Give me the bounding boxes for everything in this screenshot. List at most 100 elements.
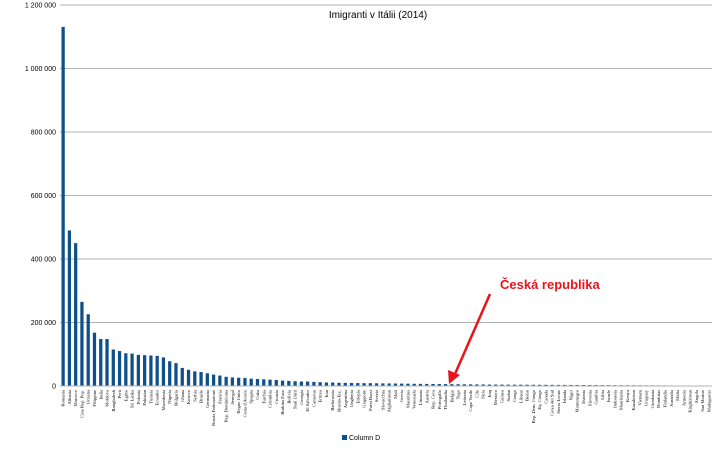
x-tick-label: Indonesia (612, 390, 617, 408)
x-tick-label: Malta (675, 390, 680, 401)
bar-stati-uniti (293, 381, 297, 386)
y-tick-label: 1 200 000 (25, 3, 56, 10)
x-tick-label: Congo (512, 389, 517, 402)
x-tick-label: Serbia (192, 390, 197, 402)
y-tick-label: 0 (52, 384, 56, 391)
bar-lituania (418, 383, 423, 386)
x-tick-label: Uruguay (644, 389, 649, 406)
x-tick-label: Cina Rep. Pop. (79, 390, 84, 418)
x-tick-label: Argentina (343, 390, 348, 408)
x-tick-label: Capo Verde (468, 390, 473, 411)
x-tick-label: Thailandia (443, 390, 448, 410)
x-tick-label: Turchia (261, 390, 266, 404)
x-tick-label: Finlandia (662, 390, 667, 407)
x-tick-label: Giordania (650, 390, 655, 408)
annotation-label: Česká republika (500, 277, 600, 292)
bar-polonia (136, 354, 140, 386)
x-tick-label: Marocco (73, 389, 78, 406)
x-tick-label: Honduras (656, 390, 661, 408)
x-tick-label: Ungheria (349, 390, 354, 407)
x-tick-label: Svezia (374, 390, 379, 402)
bar-kosovo (186, 369, 191, 386)
x-tick-label: Perù (117, 389, 122, 398)
x-tick-label: Vietnam (637, 390, 642, 406)
bar-costa-d-avorio (243, 378, 247, 386)
x-tick-label: Libano (518, 389, 523, 403)
bar-guinea (500, 384, 504, 386)
bar-senegal (230, 377, 235, 386)
y-tick-label: 200 000 (31, 320, 56, 327)
y-tick-label: 400 000 (31, 257, 56, 264)
bar-colombia (268, 379, 272, 386)
x-tick-label: Paesi Bassi (368, 389, 373, 411)
x-tick-label: Montenegro (575, 389, 580, 412)
x-tick-label: Bangladesh (111, 389, 116, 411)
x-tick-label: Mauritania (619, 390, 624, 410)
x-tick-label: Spagna (249, 390, 254, 404)
x-tick-label: Bielorussia (330, 390, 335, 411)
bar-francia (218, 375, 222, 386)
x-tick-label: Angola (694, 390, 699, 404)
x-tick-label: Iran (324, 389, 329, 397)
bar-moldova (105, 339, 109, 386)
bar-bangladesh (111, 349, 115, 386)
x-tick-label: Austria (424, 390, 429, 404)
legend-swatch (342, 435, 347, 440)
bar-georgia (299, 381, 303, 386)
x-tick-label: Macedonia (161, 390, 166, 410)
bar-iran (324, 382, 329, 386)
bar-sri-lanka (130, 353, 134, 386)
x-tick-label: Madagascar (706, 390, 711, 413)
bar-el-salvador (306, 381, 310, 386)
x-tick-label: Ucraina (86, 390, 91, 405)
bar-croazia (274, 379, 278, 386)
x-tick-label: Moldova (105, 390, 110, 407)
bar-montenegro (575, 384, 579, 386)
x-tick-label: Egitto (123, 389, 128, 401)
x-tick-label: Burkina Faso (280, 389, 285, 414)
x-tick-label: Estonia (581, 390, 586, 404)
gridlines (60, 4, 712, 323)
bar-cile (475, 384, 479, 386)
x-tick-label: Venezuela (412, 390, 417, 409)
x-tick-label: Bolivia (286, 390, 291, 404)
x-tick-label: Slovacchia (380, 390, 385, 410)
x-axis-labels: Romania Albania Marocco Cina Rep. Pop. Ucrai… (61, 389, 712, 426)
x-tick-label: Senegal (230, 389, 235, 404)
x-tick-label: Portogallo (437, 389, 442, 409)
bar-spagna (249, 378, 253, 386)
annotation-arrow-shaft (453, 293, 492, 375)
x-tick-label: Mauritius (405, 390, 410, 408)
bar-pakistan (143, 355, 147, 386)
bar-thailandia (443, 384, 448, 386)
bar-turchia (262, 379, 266, 386)
bar-germania (205, 373, 209, 386)
annotation-arrow-head (448, 370, 460, 384)
x-tick-label: Germania (205, 390, 210, 408)
bar-burkina-faso (280, 380, 285, 386)
x-tick-label: Polonia (136, 390, 141, 404)
bar-camerun (312, 381, 316, 386)
bar-etiopia (356, 383, 360, 386)
x-tick-label: Francia (217, 390, 222, 404)
x-tick-label: Corea del Sud (550, 389, 555, 416)
x-tick-label: Guinea (499, 390, 504, 403)
x-tick-label: Filippine (92, 390, 97, 407)
bar-filippine (92, 332, 97, 386)
bars (61, 26, 711, 387)
bar-corea-del-sud (550, 384, 554, 386)
bar-irlanda (563, 384, 567, 386)
y-tick-label: 800 000 (31, 130, 56, 137)
x-tick-label: Russia Federazione (211, 390, 216, 426)
x-tick-label: Kirghizistan (688, 389, 693, 412)
legend: Column D (342, 435, 380, 442)
x-tick-label: Bulgaria (173, 390, 178, 406)
x-tick-label: Tunisia (148, 390, 153, 404)
bar-ungheria (349, 382, 354, 386)
bar-congo (512, 384, 517, 386)
chart-title: Imigranti v Itálii (2014) (329, 10, 427, 21)
bar-cuba (255, 379, 260, 386)
x-tick-label: Colombia (268, 390, 273, 408)
bar-per- (117, 351, 122, 386)
